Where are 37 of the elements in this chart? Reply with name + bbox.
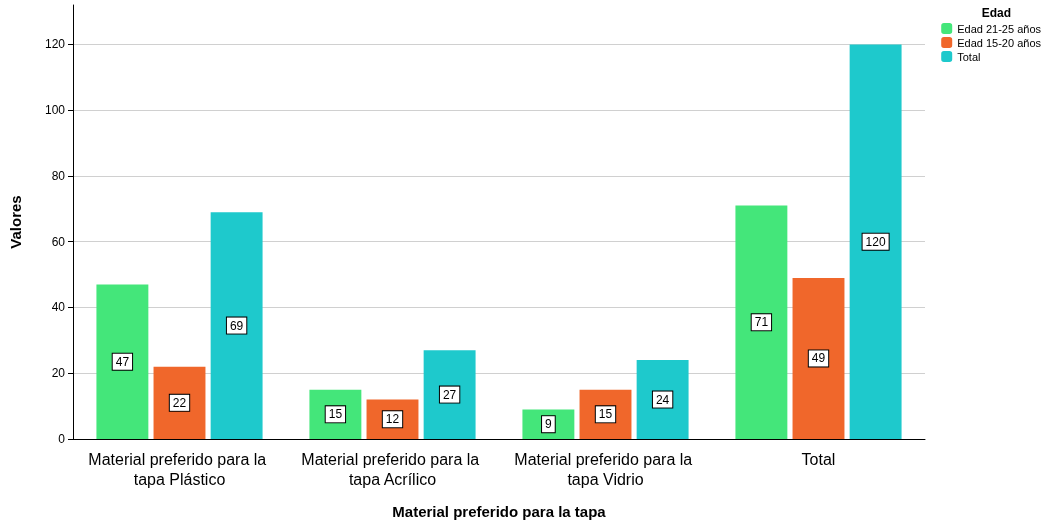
x-tick-label: Material preferido para la tapa Acrílico — [301, 450, 484, 488]
bar — [153, 366, 206, 439]
data-label: 24 — [655, 392, 670, 407]
y-tick-label: 60 — [51, 234, 66, 249]
data-label: 9 — [545, 417, 553, 432]
data-label: 47 — [115, 354, 130, 369]
bar — [735, 205, 788, 439]
bar — [849, 44, 902, 439]
y-tick-label: 120 — [44, 37, 66, 52]
bar — [423, 350, 476, 439]
data-label: 15 — [598, 407, 613, 422]
legend-label: Edad 21-25 años — [957, 22, 1042, 35]
data-label: 15 — [328, 407, 343, 422]
y-axis-title: Valores — [7, 195, 24, 249]
data-label: 27 — [442, 387, 457, 402]
bar — [792, 277, 845, 439]
data-label: 69 — [229, 318, 244, 333]
y-tick-label: 20 — [51, 366, 66, 381]
data-label: 71 — [754, 315, 769, 330]
bar — [210, 212, 263, 439]
y-tick-label: 80 — [51, 168, 66, 183]
bar — [636, 360, 689, 439]
legend-label: Total — [957, 50, 981, 63]
data-label: 12 — [385, 412, 400, 427]
x-tick-label: Total — [801, 450, 836, 468]
x-tick-label: Material preferido para la tapa Vidrio — [514, 450, 697, 488]
y-tick-label: 40 — [51, 300, 66, 315]
legend-label: Edad 15-20 años — [957, 36, 1042, 49]
x-tick-label: Material preferido para la tapa Plástico — [88, 450, 271, 488]
legend-title: Edad — [981, 6, 1012, 20]
data-label: 120 — [865, 234, 886, 249]
data-label: 22 — [172, 395, 187, 410]
y-tick-label: 0 — [58, 432, 66, 446]
data-label: 49 — [811, 351, 826, 366]
bar — [96, 284, 149, 439]
y-tick-label: 100 — [44, 103, 66, 118]
x-axis-title: Material preferido para la tapa — [392, 503, 607, 520]
